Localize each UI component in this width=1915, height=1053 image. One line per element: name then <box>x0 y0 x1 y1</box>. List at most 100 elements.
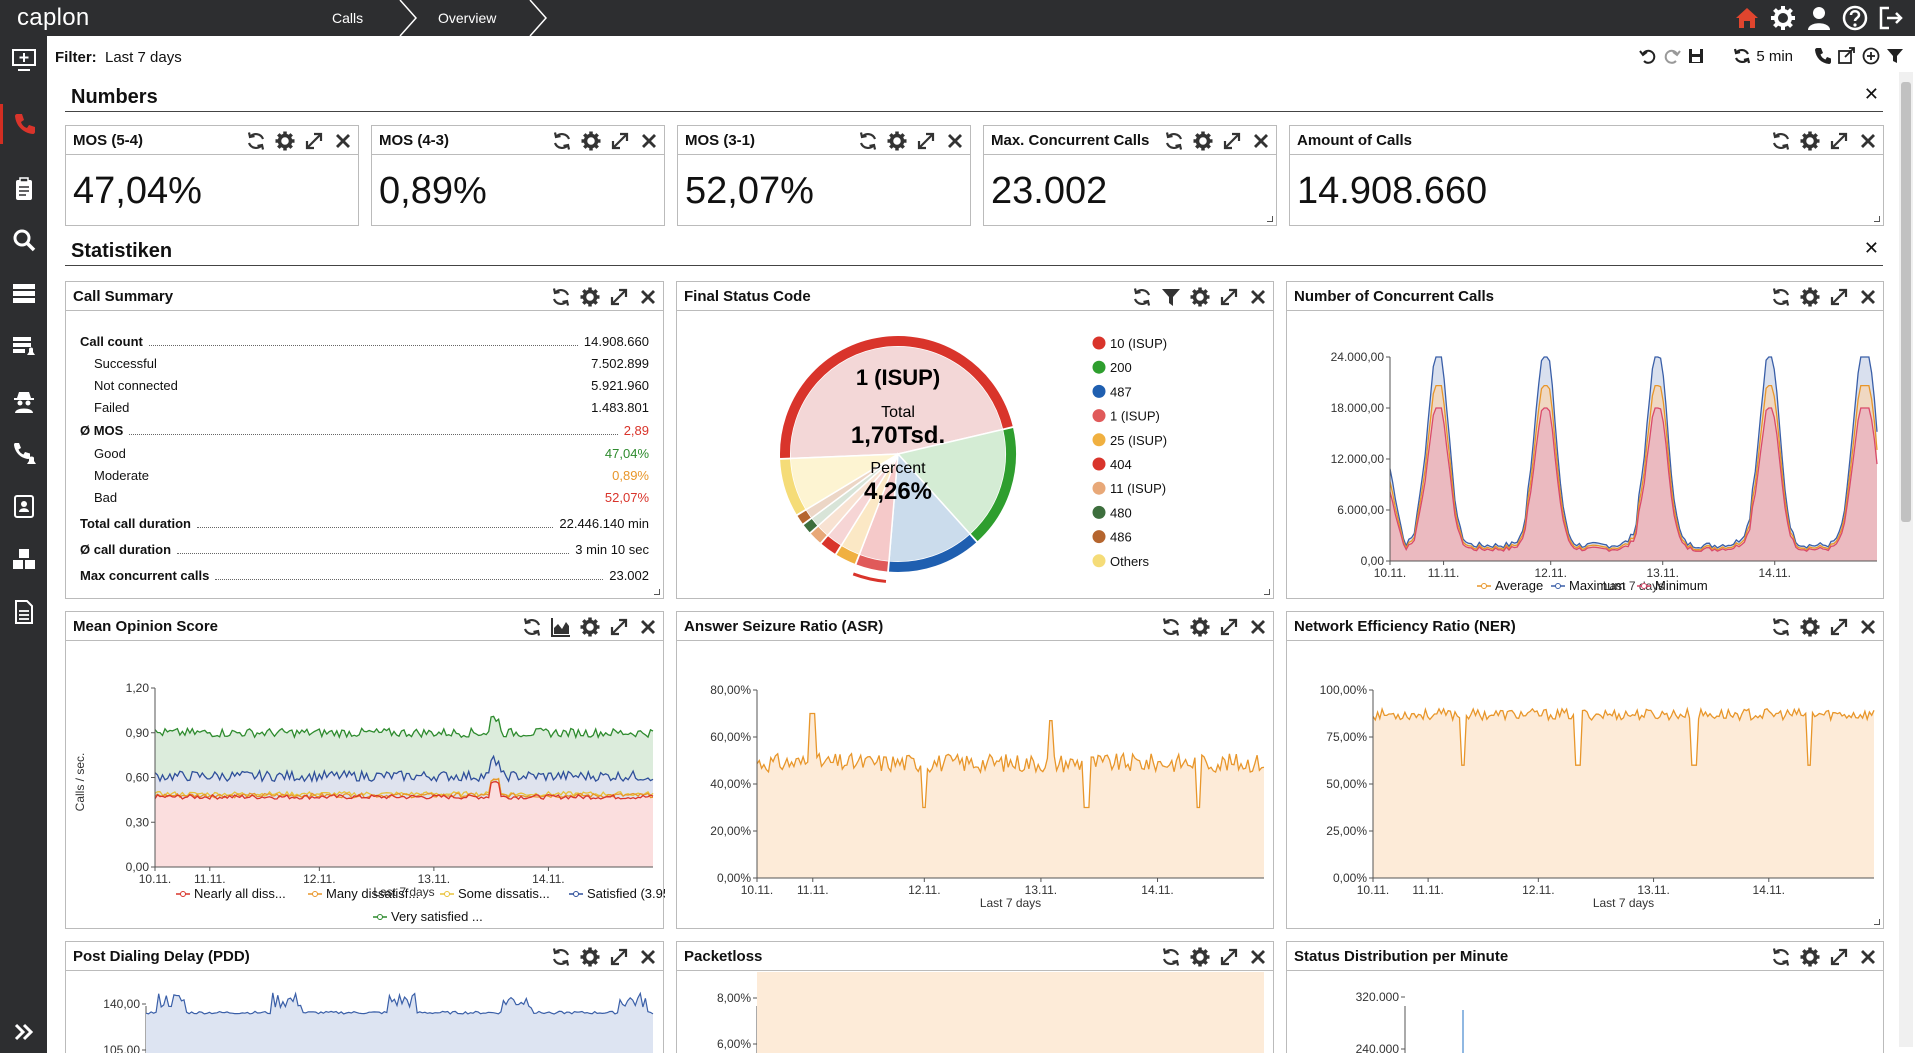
status-distribution-chart[interactable]: 240.000 320.000 <box>1287 972 1885 1053</box>
gear-icon[interactable] <box>1189 946 1211 968</box>
pdd-chart[interactable]: 105,00 140,00 <box>66 972 665 1053</box>
gear-icon[interactable] <box>1799 616 1821 638</box>
close-icon[interactable] <box>637 946 659 968</box>
gear-icon[interactable] <box>579 286 601 308</box>
redo-icon[interactable] <box>1662 46 1682 66</box>
mos-chart[interactable]: 0,00 0,30 0,60 0,90 1,20 10.11. 11.11. 12.11. 13… <box>66 642 665 928</box>
gear-icon[interactable] <box>1799 286 1821 308</box>
close-icon[interactable] <box>637 616 659 638</box>
external-link-icon[interactable] <box>1837 46 1857 66</box>
refresh-icon[interactable] <box>521 616 543 638</box>
vertical-scrollbar[interactable] <box>1899 72 1913 1047</box>
sidebar-item-server-alerts[interactable] <box>0 326 47 366</box>
expand-icon[interactable] <box>1218 286 1240 308</box>
area-chart-icon[interactable] <box>550 616 572 638</box>
ner-chart[interactable]: 0,00% 25,00% 50,00% 75,00% 100,00% 10.11. 11.1… <box>1287 642 1885 928</box>
refresh-icon[interactable] <box>1770 616 1792 638</box>
undo-icon[interactable] <box>1638 46 1658 66</box>
add-circle-icon[interactable] <box>1861 46 1881 66</box>
sidebar-item-reports[interactable] <box>0 169 47 209</box>
expand-icon[interactable] <box>609 130 631 152</box>
gear-icon[interactable] <box>1192 130 1214 152</box>
resize-handle[interactable] <box>1874 216 1880 222</box>
logout-icon[interactable] <box>1877 4 1905 32</box>
refresh-icon[interactable] <box>245 130 267 152</box>
refresh-icon[interactable] <box>551 130 573 152</box>
filter-value[interactable]: Last 7 days <box>105 49 182 66</box>
close-icon[interactable]: ✕ <box>1863 84 1879 104</box>
expand-icon[interactable] <box>1828 616 1850 638</box>
resize-handle[interactable] <box>1874 919 1880 925</box>
scrollbar-thumb[interactable] <box>1901 82 1911 522</box>
refresh-interval[interactable]: 5 min <box>1756 47 1793 65</box>
expand-icon[interactable] <box>1218 616 1240 638</box>
gear-icon[interactable] <box>1799 130 1821 152</box>
close-icon[interactable] <box>1857 286 1879 308</box>
breadcrumb-overview[interactable]: Overview <box>438 10 497 26</box>
resize-handle[interactable] <box>654 589 660 595</box>
filter-icon[interactable] <box>1885 46 1905 66</box>
sidebar-item-monitor[interactable] <box>0 40 47 80</box>
sidebar-item-search[interactable] <box>0 220 47 260</box>
sidebar-item-calls[interactable] <box>0 104 47 144</box>
sidebar-item-phone-alerts[interactable] <box>0 433 47 473</box>
sidebar-expand-button[interactable] <box>0 1012 47 1052</box>
user-icon[interactable] <box>1805 4 1833 32</box>
close-icon[interactable] <box>1857 616 1879 638</box>
auto-refresh-icon[interactable] <box>1732 46 1752 66</box>
gear-icon[interactable] <box>274 130 296 152</box>
close-icon[interactable] <box>638 130 660 152</box>
gear-icon[interactable] <box>580 130 602 152</box>
save-icon[interactable] <box>1686 46 1706 66</box>
expand-icon[interactable] <box>608 616 630 638</box>
expand-icon[interactable] <box>1828 946 1850 968</box>
expand-icon[interactable] <box>303 130 325 152</box>
refresh-icon[interactable] <box>1770 130 1792 152</box>
close-icon[interactable] <box>944 130 966 152</box>
concurrent-calls-chart[interactable]: 0,00 6.000,00 12.000,00 18.000,00 24.000,00 1… <box>1287 312 1885 598</box>
help-icon[interactable] <box>1841 4 1869 32</box>
refresh-icon[interactable] <box>1770 286 1792 308</box>
sidebar-item-agents[interactable] <box>0 381 47 421</box>
close-icon[interactable] <box>1247 946 1269 968</box>
refresh-icon[interactable] <box>550 286 572 308</box>
gear-icon[interactable] <box>1189 616 1211 638</box>
sidebar-item-contacts[interactable] <box>0 486 47 526</box>
refresh-icon[interactable] <box>1131 286 1153 308</box>
close-icon[interactable] <box>1250 130 1272 152</box>
expand-icon[interactable] <box>915 130 937 152</box>
resize-handle[interactable] <box>1267 216 1273 222</box>
refresh-icon[interactable] <box>1163 130 1185 152</box>
expand-icon[interactable] <box>1221 130 1243 152</box>
phone-icon[interactable] <box>1813 46 1833 66</box>
expand-icon[interactable] <box>1828 286 1850 308</box>
resize-handle[interactable] <box>1264 589 1270 595</box>
expand-icon[interactable] <box>1218 946 1240 968</box>
gear-icon[interactable] <box>1189 286 1211 308</box>
refresh-icon[interactable] <box>1160 616 1182 638</box>
breadcrumb-calls[interactable]: Calls <box>332 10 364 26</box>
expand-icon[interactable] <box>608 946 630 968</box>
gear-icon[interactable] <box>1769 4 1797 32</box>
sidebar-item-modules[interactable] <box>0 539 47 579</box>
close-icon[interactable] <box>1857 130 1879 152</box>
expand-icon[interactable] <box>1828 130 1850 152</box>
close-icon[interactable] <box>1247 616 1269 638</box>
close-icon[interactable] <box>1857 946 1879 968</box>
gear-icon[interactable] <box>579 616 601 638</box>
sidebar-item-servers[interactable] <box>0 273 47 313</box>
refresh-icon[interactable] <box>857 130 879 152</box>
gear-icon[interactable] <box>886 130 908 152</box>
sidebar-item-documents[interactable] <box>0 592 47 632</box>
refresh-icon[interactable] <box>1160 946 1182 968</box>
close-icon[interactable] <box>332 130 354 152</box>
gear-icon[interactable] <box>579 946 601 968</box>
gear-icon[interactable] <box>1799 946 1821 968</box>
close-icon[interactable] <box>637 286 659 308</box>
refresh-icon[interactable] <box>1770 946 1792 968</box>
home-icon[interactable] <box>1733 4 1761 32</box>
expand-icon[interactable] <box>608 286 630 308</box>
filter-icon[interactable] <box>1160 286 1182 308</box>
close-icon[interactable] <box>1247 286 1269 308</box>
